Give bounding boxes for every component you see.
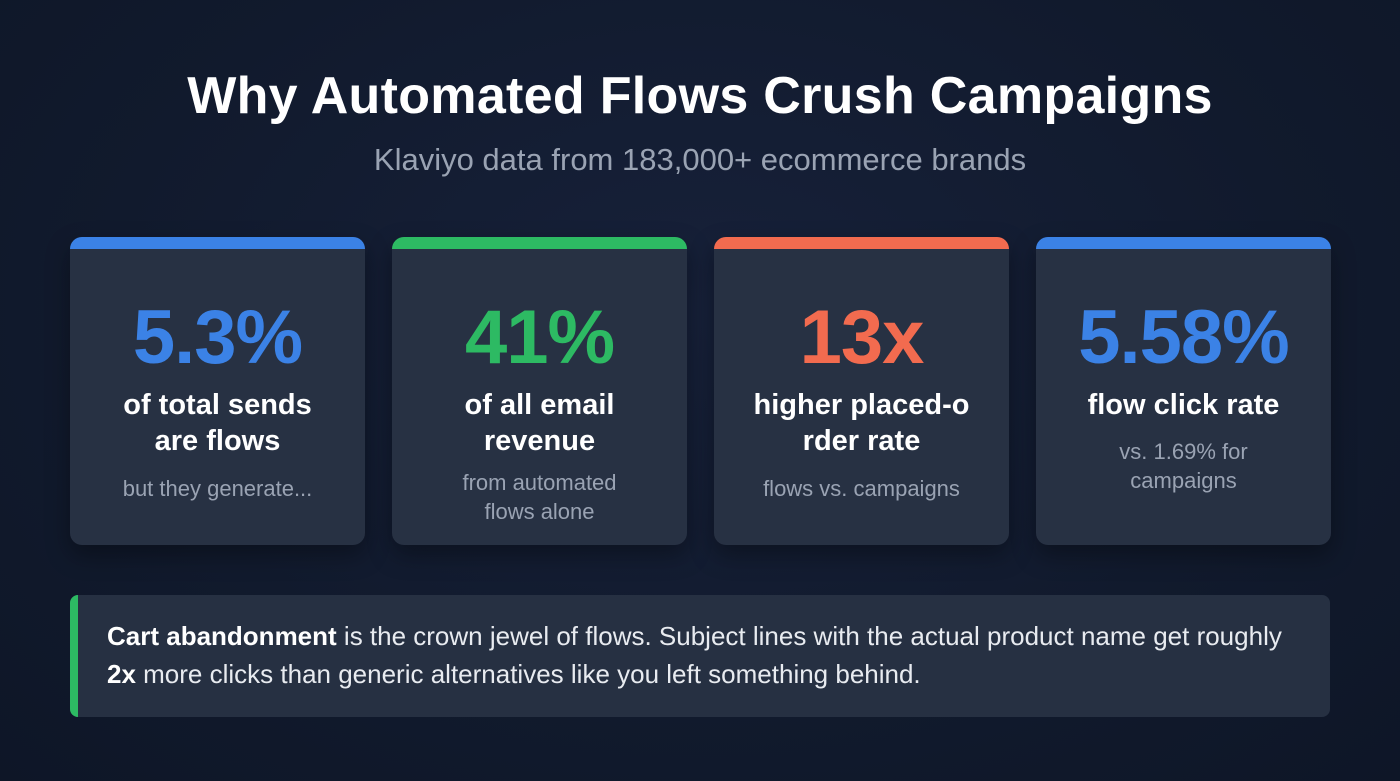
card-accent-bar xyxy=(1036,237,1331,249)
stat-note: vs. 1.69% for campaigns xyxy=(1119,439,1248,493)
stat-cards: 5.3% of total sends are flows but they g… xyxy=(70,237,1331,545)
stat-label: higher placed-order rate xyxy=(753,389,970,457)
stat-value: 41% xyxy=(464,295,615,380)
card-accent-bar xyxy=(714,237,1009,249)
card-accent-bar xyxy=(392,237,687,249)
stat-value: 5.3% xyxy=(132,295,303,380)
stat-value: 5.58% xyxy=(1078,295,1290,380)
callout-bold-lead: Cart abandonment xyxy=(107,621,337,651)
callout-text: Cart abandonment is the crown jewel of f… xyxy=(107,617,1310,693)
stat-label: of total sends are flows xyxy=(123,389,312,457)
stat-value: 13x xyxy=(799,295,925,380)
stat-card-click-rate: 5.58% flow click rate vs. 1.69% for camp… xyxy=(1036,237,1331,545)
stat-card-flow-revenue: 41% of all email revenue from automated … xyxy=(392,237,687,545)
callout-accent-bar xyxy=(70,595,78,717)
callout-text-part-2: more clicks than generic alternatives li… xyxy=(135,659,921,689)
insight-callout: Cart abandonment is the crown jewel of f… xyxy=(70,595,1330,717)
stat-label: of all email revenue xyxy=(464,389,615,457)
page-title: Why Automated Flows Crush Campaigns xyxy=(187,67,1213,125)
stat-note: from automated flows alone xyxy=(462,470,617,524)
stat-card-flow-sends: 5.3% of total sends are flows but they g… xyxy=(70,237,365,545)
stat-note: but they generate... xyxy=(122,476,313,501)
stat-note: flows vs. campaigns xyxy=(763,476,960,501)
stat-card-placed-order-rate: 13x higher placed-order rate flows vs. c… xyxy=(714,237,1009,545)
callout-text-part-1: is the crown jewel of flows. Subject lin… xyxy=(336,621,1282,651)
card-accent-bar xyxy=(70,237,365,249)
page-subtitle: Klaviyo data from 183,000+ ecommerce bra… xyxy=(373,142,1027,177)
callout-bold-mid: 2x xyxy=(107,659,136,689)
stat-label: flow click rate xyxy=(1087,389,1280,421)
